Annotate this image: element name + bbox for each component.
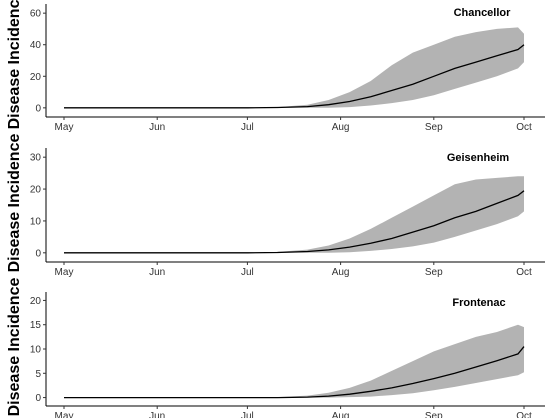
x-tick-label: Oct <box>516 267 532 278</box>
panel-title: Chancellor <box>454 7 512 19</box>
y-tick-label: 15 <box>30 320 42 331</box>
y-tick-label: 0 <box>35 103 41 114</box>
y-tick-label: 40 <box>30 40 42 51</box>
y-tick-label: 5 <box>35 369 41 380</box>
x-tick-label: Aug <box>332 267 350 278</box>
x-tick-label: Oct <box>516 411 532 418</box>
x-tick-label: Jul <box>241 122 254 133</box>
y-tick-label: 0 <box>35 248 41 259</box>
x-tick-label: Jun <box>149 267 165 278</box>
x-tick-label: Jul <box>241 411 254 418</box>
panel-title: Geisenheim <box>447 152 510 164</box>
panel-geisenheim: Disease Incidence Geisenheim 0 10 20 30 May J… <box>6 134 545 278</box>
x-tick-label: Aug <box>332 122 350 133</box>
mean-line <box>64 346 525 399</box>
y-axis-label: Disease Incidence <box>6 0 23 129</box>
confidence-band <box>64 176 524 253</box>
panel-chancellor: Disease Incidence Chancellor 0 20 40 60 May J… <box>6 0 545 133</box>
x-tick-label: Sep <box>425 267 443 278</box>
y-tick-label: 10 <box>30 216 42 227</box>
y-tick-label: 0 <box>35 393 41 404</box>
mean-line <box>64 44 525 109</box>
x-tick-label: May <box>55 411 74 418</box>
mean-line <box>64 190 525 254</box>
x-tick-label: Sep <box>425 122 443 133</box>
confidence-band <box>64 27 524 108</box>
x-tick-label: May <box>55 267 74 278</box>
x-tick-label: Aug <box>332 411 350 418</box>
y-axis-label: Disease Incidence <box>6 134 23 273</box>
y-tick-label: 20 <box>30 185 42 196</box>
panel-title: Frontenac <box>452 297 505 309</box>
y-tick-label: 20 <box>30 72 42 83</box>
x-tick-label: Oct <box>516 122 532 133</box>
x-tick-label: Jun <box>149 411 165 418</box>
x-tick-label: May <box>55 122 74 133</box>
x-tick-label: Jul <box>241 267 254 278</box>
x-tick-label: Sep <box>425 411 443 418</box>
y-tick-label: 30 <box>30 153 42 164</box>
x-tick-label: Jun <box>149 122 165 133</box>
panel-frontenac: Disease Incidence Frontenac 0 5 10 15 20 May J… <box>6 278 545 418</box>
y-tick-label: 20 <box>30 296 42 307</box>
confidence-band <box>64 324 524 398</box>
y-tick-label: 60 <box>30 9 42 20</box>
y-tick-label: 10 <box>30 345 42 356</box>
y-axis-label: Disease Incidence <box>6 278 23 417</box>
